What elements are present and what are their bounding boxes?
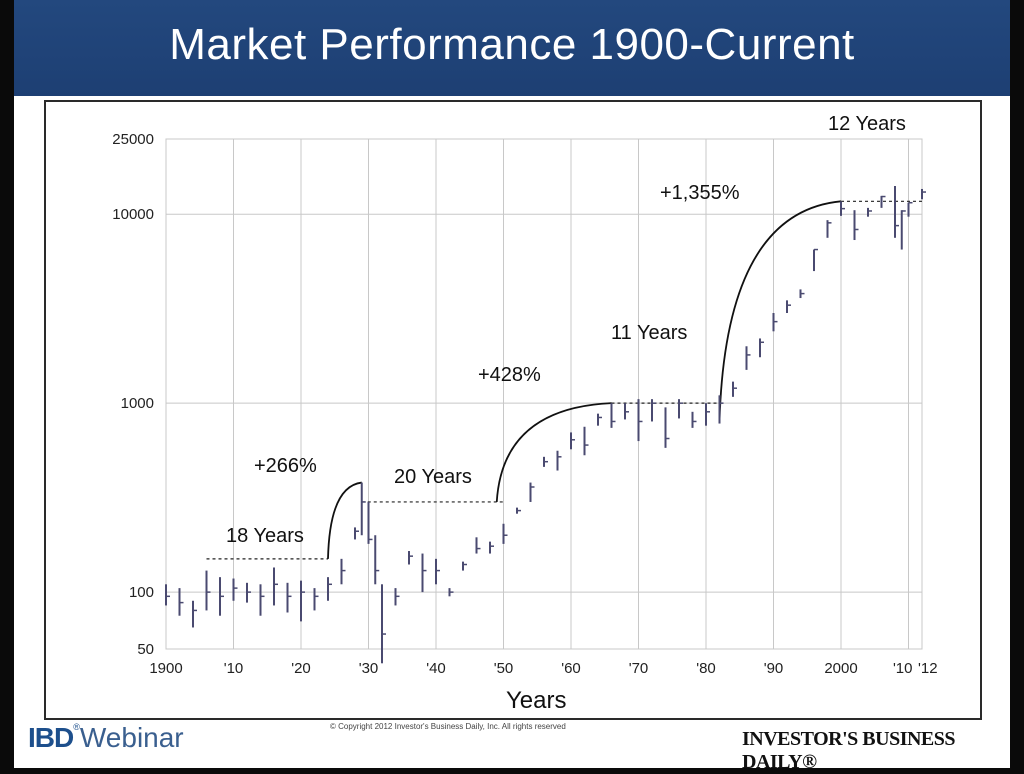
gain-arc (327, 481, 362, 559)
annotation-18-years: 18 Years (226, 525, 304, 547)
x-tick-label: '60 (561, 660, 581, 677)
title-bar: Market Performance 1900-Current (14, 0, 1010, 96)
x-tick-label: '10 (893, 660, 913, 677)
y-tick-label: 50 (137, 641, 154, 658)
plot-border (165, 138, 923, 650)
annotation-11-years: 11 Years (611, 322, 687, 344)
x-tick-label: '90 (764, 660, 784, 677)
logo-webinar: Webinar (79, 722, 184, 753)
gain-arc (495, 402, 612, 503)
annotations: 18 Years +266% 20 Years +428% 11 Years +… (226, 113, 906, 547)
x-tick-label: 1900 (149, 660, 182, 677)
x-tick-label: '70 (629, 660, 649, 677)
x-tick-label: '50 (494, 660, 514, 677)
annotation-20-years: 20 Years (394, 466, 472, 488)
x-axis-ticks: 1900 '10 '20 '30 '40 '50 '60 '70 '80 '90 2000 '10 '1… (149, 660, 937, 677)
gain-arc (718, 200, 842, 422)
chart-frame: 25000 10000 1000 100 50 1900 '10 '20 '30 '40 '50 '… (44, 100, 982, 720)
ibd-webinar-logo: IBD®Webinar (28, 722, 184, 754)
slide: Market Performance 1900-Current 25000 100… (14, 0, 1010, 773)
y-tick-label: 25000 (112, 131, 154, 148)
x-tick-label: '80 (696, 660, 716, 677)
grid (165, 138, 923, 650)
x-tick-label: 2000 (824, 660, 857, 677)
annotation-gain-266: +266% (254, 455, 317, 477)
copyright-notice: © Copyright 2012 Investor's Business Dai… (330, 722, 566, 731)
x-tick-label: '12 (918, 660, 938, 677)
flat-period-lines (206, 200, 922, 560)
logo-ibd: IBD (28, 722, 74, 753)
annotation-12-years: 12 Years (828, 113, 906, 135)
y-tick-label: 10000 (112, 206, 154, 223)
annotation-gain-1355: +1,355% (660, 182, 740, 204)
gain-arcs (327, 200, 842, 559)
y-axis-ticks: 25000 10000 1000 100 50 (112, 131, 154, 658)
x-tick-label: '20 (291, 660, 311, 677)
x-tick-label: '10 (224, 660, 244, 677)
annotation-gain-428: +428% (478, 364, 541, 386)
logo-registered-mark: ® (73, 722, 80, 732)
x-axis-label: Years (506, 687, 567, 714)
y-tick-label: 1000 (121, 395, 154, 412)
y-tick-label: 100 (129, 584, 154, 601)
market-performance-chart: 25000 10000 1000 100 50 1900 '10 '20 '30 '40 '50 '… (112, 113, 937, 714)
price-bars (165, 185, 926, 664)
x-tick-label: '30 (359, 660, 379, 677)
x-tick-label: '40 (426, 660, 446, 677)
publisher-logo: INVESTOR'S BUSINESS DAILY® (742, 728, 956, 773)
slide-title: Market Performance 1900-Current (169, 20, 855, 69)
